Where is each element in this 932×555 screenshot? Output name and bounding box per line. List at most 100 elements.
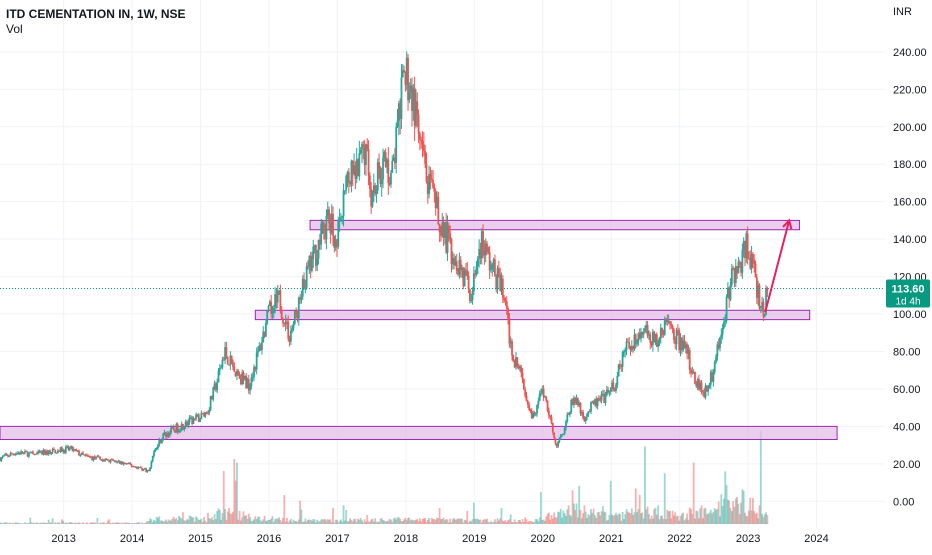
- candle-body: [78, 451, 80, 456]
- candle-body: [403, 70, 405, 72]
- candle-body: [348, 172, 350, 183]
- candle-body: [664, 321, 666, 335]
- candle-body: [590, 402, 592, 412]
- candle-body: [277, 291, 279, 303]
- candle-body: [565, 421, 567, 427]
- candle-body: [701, 383, 703, 390]
- candle-body: [162, 434, 164, 440]
- candle-body: [140, 467, 142, 468]
- candle-body: [530, 410, 532, 411]
- candle-body: [726, 297, 728, 321]
- candle-body: [227, 357, 229, 365]
- candle-body: [537, 401, 539, 405]
- candle-body: [187, 422, 189, 425]
- x-tick-label: 2014: [120, 533, 144, 545]
- volume-bar: [97, 518, 99, 524]
- candle-body: [622, 352, 624, 367]
- candle-body: [657, 342, 659, 347]
- volume-bar: [540, 492, 542, 524]
- candle-body: [605, 395, 607, 403]
- candle-body: [323, 222, 325, 233]
- candle-body: [372, 193, 374, 207]
- candle-body: [520, 367, 522, 373]
- candle-body: [298, 298, 300, 319]
- candle-body: [624, 350, 626, 352]
- x-tick-label: 2023: [736, 533, 760, 545]
- candle-body: [539, 394, 541, 401]
- candle-body: [222, 360, 224, 368]
- candle-body: [720, 334, 722, 337]
- candle-body: [266, 311, 268, 324]
- candle-body: [585, 417, 587, 421]
- y-tick-label: 40.00: [893, 421, 921, 433]
- candle-body: [303, 279, 305, 288]
- candle-body: [232, 363, 234, 367]
- candle-body: [341, 216, 343, 218]
- last-price-countdown: 1d 4h: [895, 297, 920, 308]
- y-tick-label: 80.00: [893, 346, 921, 358]
- y-tick-label: 140.00: [893, 234, 927, 246]
- candle-body: [306, 266, 308, 287]
- candle-body: [419, 134, 421, 140]
- zone-base[interactable]: [0, 426, 837, 439]
- candle-body: [290, 331, 292, 342]
- candle-body: [752, 254, 754, 260]
- candle-body: [552, 423, 554, 432]
- candle-body: [161, 440, 163, 444]
- candle-body: [628, 342, 630, 348]
- y-tick-label: 60.00: [893, 384, 921, 396]
- candle-body: [387, 160, 389, 184]
- candle-body: [562, 433, 564, 434]
- candle-body: [312, 247, 314, 260]
- volume-bar: [52, 518, 54, 524]
- candle-body: [487, 247, 489, 252]
- candle-body: [420, 140, 422, 141]
- candle-body: [82, 453, 84, 455]
- candle-body: [153, 452, 155, 457]
- candle-body: [731, 268, 733, 285]
- candle-body: [360, 150, 362, 153]
- candle-body: [482, 231, 484, 250]
- candle-body: [456, 261, 458, 271]
- candle-body: [99, 457, 101, 459]
- candle-body: [502, 279, 504, 298]
- y-tick-label: 160.00: [893, 197, 927, 209]
- candle-body: [295, 311, 297, 313]
- candle-body: [491, 264, 493, 269]
- x-tick-label: 2016: [257, 533, 281, 545]
- candle-body: [503, 298, 505, 300]
- candle-body: [340, 218, 342, 220]
- candle-body: [557, 442, 559, 447]
- x-tick-label: 2020: [531, 533, 555, 545]
- candle-body: [555, 438, 557, 443]
- candle-body: [261, 342, 263, 350]
- candle-body: [131, 465, 133, 467]
- candle-body: [287, 322, 289, 339]
- candle-body: [448, 226, 450, 234]
- candle-body: [615, 385, 617, 391]
- volume-bar: [664, 473, 666, 524]
- candle-body: [437, 197, 439, 224]
- candle-body: [672, 326, 674, 330]
- candle-body: [597, 398, 599, 406]
- candle-body: [423, 145, 425, 151]
- candle-body: [231, 356, 233, 363]
- candle-body: [199, 419, 201, 422]
- candle-body: [311, 259, 313, 270]
- candle-body: [528, 405, 530, 410]
- chart-title: ITD CEMENTATION IN, 1W, NSE: [6, 7, 186, 21]
- zone-resistance[interactable]: [310, 220, 799, 229]
- candle-body: [559, 438, 561, 442]
- candle-body: [439, 224, 441, 232]
- candle-body: [183, 427, 185, 430]
- volume-bar: [760, 431, 762, 524]
- x-tick-label: 2021: [599, 533, 623, 545]
- candle-body: [401, 77, 403, 119]
- x-tick-label: 2019: [462, 533, 486, 545]
- zone-layer[interactable]: [0, 220, 837, 439]
- candle-body: [470, 300, 472, 301]
- candle-body: [268, 306, 270, 311]
- candle-body: [476, 266, 478, 275]
- projection-arrow[interactable]: [765, 220, 789, 312]
